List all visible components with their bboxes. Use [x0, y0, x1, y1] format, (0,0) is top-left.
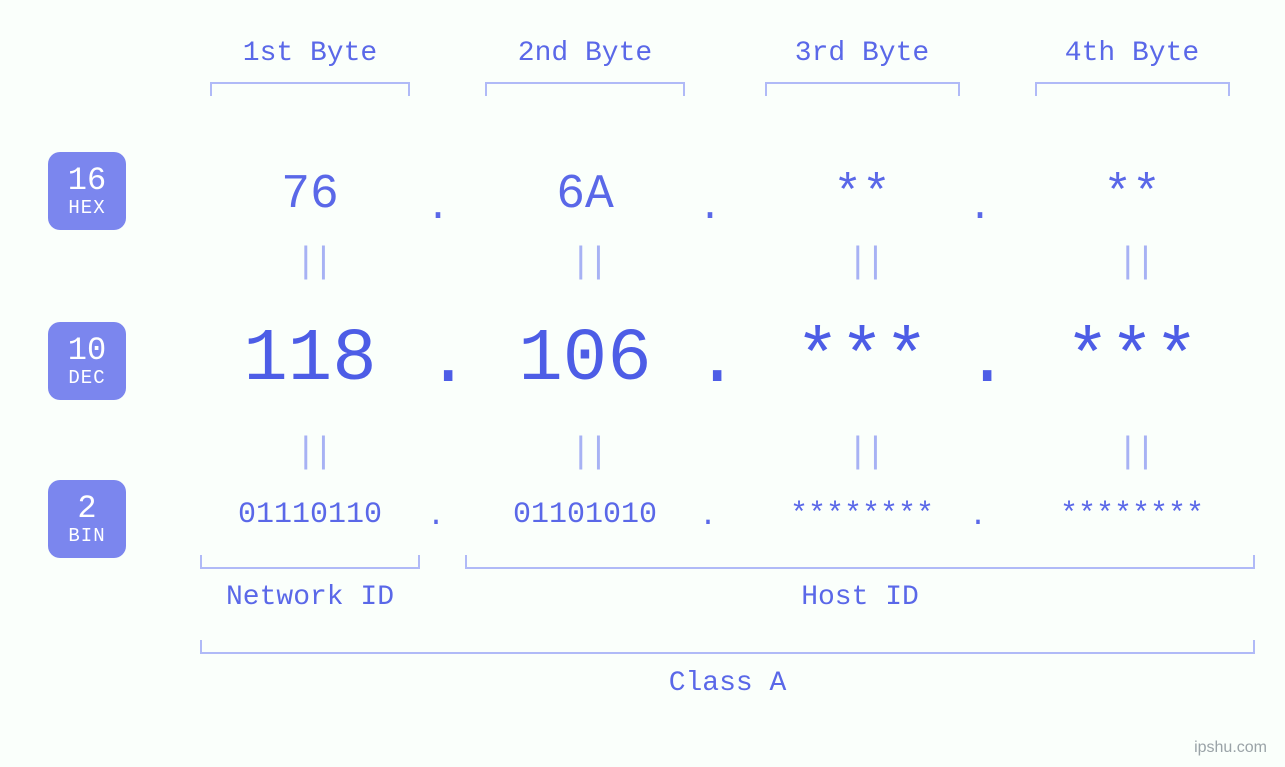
byte-header-4: 4th Byte — [1032, 38, 1232, 69]
badge-hex-label: HEX — [68, 198, 105, 219]
badge-bin-label: BIN — [68, 526, 105, 547]
dec-byte-1: 118 — [180, 318, 440, 402]
bracket-top-1 — [210, 82, 410, 96]
bin-byte-1: 01110110 — [190, 498, 430, 532]
dec-dot-3: . — [965, 320, 985, 404]
dec-byte-2: 106 — [455, 318, 715, 402]
watermark: ipshu.com — [1194, 739, 1267, 757]
bracket-host — [465, 555, 1255, 569]
dec-dot-2: . — [695, 320, 715, 404]
bracket-class — [200, 640, 1255, 654]
byte-header-3: 3rd Byte — [762, 38, 962, 69]
byte-header-2: 2nd Byte — [485, 38, 685, 69]
bin-dot-1: . — [426, 500, 446, 534]
bin-dot-3: . — [968, 500, 988, 534]
bracket-top-2 — [485, 82, 685, 96]
bracket-top-3 — [765, 82, 960, 96]
equals-upper-3: || — [847, 242, 877, 283]
equals-lower-2: || — [570, 432, 600, 473]
equals-lower-1: || — [295, 432, 325, 473]
equals-lower-3: || — [847, 432, 877, 473]
badge-hex-num: 16 — [68, 163, 106, 198]
label-class: Class A — [200, 668, 1255, 699]
equals-upper-4: || — [1117, 242, 1147, 283]
equals-lower-4: || — [1117, 432, 1147, 473]
label-network-id: Network ID — [200, 582, 420, 613]
badge-bin-num: 2 — [77, 491, 96, 526]
bracket-network — [200, 555, 420, 569]
hex-byte-2: 6A — [485, 168, 685, 222]
badge-dec: 10 DEC — [48, 322, 126, 400]
bracket-top-4 — [1035, 82, 1230, 96]
ip-diagram: 1st Byte 2nd Byte 3rd Byte 4th Byte 16 H… — [0, 0, 1285, 767]
hex-dot-2: . — [698, 186, 718, 231]
badge-dec-label: DEC — [68, 368, 105, 389]
bin-dot-2: . — [698, 500, 718, 534]
dec-byte-4: *** — [1002, 318, 1262, 402]
badge-bin: 2 BIN — [48, 480, 126, 558]
bin-byte-4: ******** — [1012, 498, 1252, 532]
badge-hex: 16 HEX — [48, 152, 126, 230]
dec-byte-3: *** — [732, 318, 992, 402]
label-host-id: Host ID — [465, 582, 1255, 613]
hex-dot-3: . — [968, 186, 988, 231]
byte-header-1: 1st Byte — [210, 38, 410, 69]
hex-byte-3: ** — [762, 168, 962, 222]
hex-byte-1: 76 — [210, 168, 410, 222]
hex-dot-1: . — [426, 186, 446, 231]
badge-dec-num: 10 — [68, 333, 106, 368]
equals-upper-1: || — [295, 242, 325, 283]
bin-byte-3: ******** — [742, 498, 982, 532]
bin-byte-2: 01101010 — [465, 498, 705, 532]
dec-dot-1: . — [426, 320, 446, 404]
equals-upper-2: || — [570, 242, 600, 283]
hex-byte-4: ** — [1032, 168, 1232, 222]
